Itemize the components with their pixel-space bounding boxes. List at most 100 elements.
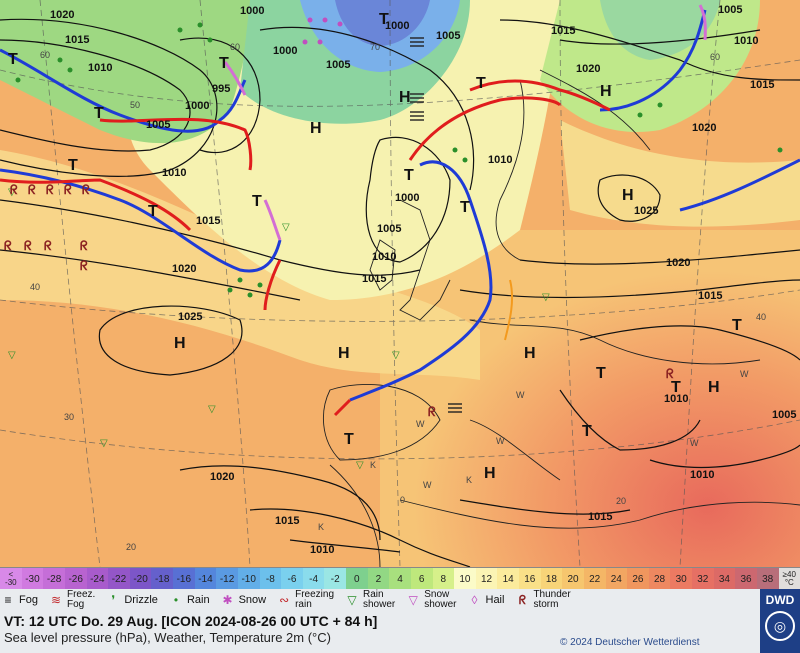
scale-cell: 2 [367,568,390,590]
map-canvas: 1020101510101005100099510001000100510001… [0,0,800,567]
isobar-label: 1005 [772,409,796,421]
scale-cell: -6 [281,568,303,590]
low-pressure-center: T [671,379,681,396]
legend-hail-label: Hail [485,594,505,606]
weather-map: 1020 1015 1010 1005 1000 995 1000 1000 1005 1000 1… [0,0,800,567]
legend-thunderstorm: ᖇ Thunder storm [514,590,571,610]
isobar-label: 1010 [690,469,714,481]
dwd-swirl-icon: ◎ [765,611,795,641]
low-pressure-center: T [582,423,592,440]
grid-label: 40 [30,282,40,292]
svg-text:▽: ▽ [542,292,550,303]
legend-freezing-fog-label: Freez. Fog [67,590,95,610]
legend-rain-shower-line1: Rain [363,589,384,600]
isobar-label: 1015 [362,273,386,285]
weather-symbols-fog [410,37,462,413]
isobar-label: 1020 [666,257,690,269]
isobar-label: 1010 [310,544,334,556]
legend-hail: ◊ Hail [467,593,505,607]
isobar-label: 1000 [240,5,264,17]
scale-cell: 6 [410,568,433,590]
legend-freezing-fog-line1: Freez. [66,589,96,600]
isobar-label: 1020 [576,63,600,75]
svg-text:ᖇ: ᖇ [666,366,674,381]
svg-text:▽: ▽ [356,460,364,471]
grid-label: 60 [230,42,240,52]
weather-symbols-rain [15,22,783,298]
grid-label: 30 [64,412,74,422]
trough-line [504,279,514,341]
legend-fog: ≡ Fog [0,593,38,607]
temperature-cold-center [335,0,430,46]
isobar-label: 1000 [385,20,409,32]
hail-icon: ◊ [471,593,478,607]
isobar-label: 1005 [326,59,350,71]
svg-text:▽: ▽ [208,404,216,415]
grid-label: 20 [126,542,136,552]
grid-label: W [496,436,505,446]
legend-thunder-line1: Thunder [533,589,571,600]
legend-rain-label: Rain [186,594,210,606]
svg-text:ᖇ: ᖇ [24,238,32,253]
high-pressure-center: H [484,465,496,482]
low-pressure-center: T [344,431,354,448]
isobar-label: 1010 [372,251,396,263]
isobar-label: 1025 [634,205,658,217]
isobar-label: 1020 [172,263,196,275]
legend-freezing-rain-line1: Freezing [295,589,334,600]
scale-cell: -24 [86,568,109,590]
isobar-label: 1020 [210,471,234,483]
svg-text:▽: ▽ [282,222,290,233]
svg-text:▽: ▽ [392,350,400,361]
scale-cell: 28 [648,568,671,590]
grid-label: K [466,475,472,485]
isobar-label: 1010 [88,62,112,74]
scale-cell: 20 [562,568,584,590]
isobar-label: 1020 [50,9,74,21]
copyright: © 2024 Deutscher Wetterdienst [560,637,700,648]
low-pressure-center: T [68,157,78,174]
grid-label: K [318,522,324,532]
svg-text:ᖇ: ᖇ [82,182,90,197]
svg-text:ᖇ: ᖇ [28,182,36,197]
svg-text:ᖇ: ᖇ [46,182,54,197]
high-pressure-center: H [708,379,720,396]
grid-label: W [516,390,525,400]
legend-freezing-rain-label: Freezing rain [295,590,334,610]
isobar-label: 1020 [692,122,716,134]
rain-shower-icon: ▽ [347,593,357,607]
isobar-label: 1005 [718,4,742,16]
isobar-label: 1010 [162,167,186,179]
legend-rain-shower-line2: shower [363,599,396,610]
isobar-label: 1015 [65,34,89,46]
scale-cell: 22 [583,568,606,590]
isobar-label: 1015 [196,215,220,227]
grid-label: W [416,419,425,429]
legend-fog-label: Fog [19,594,38,606]
weather-symbols-snow [302,17,343,45]
low-pressure-center: T [732,317,742,334]
grid-label: W [423,480,432,490]
isobar-label: 1000 [273,45,297,57]
snow-icon: ✱ [222,593,233,607]
temperature-band-scandinavia [600,0,720,60]
cold-fronts [0,9,800,402]
isobar-labels: 1020101510101005100099510001000100510001… [50,4,796,556]
grid-label: 50 [130,100,140,110]
svg-text:▽: ▽ [8,187,16,198]
scale-cell: -10 [237,568,260,590]
footer [0,611,800,653]
scale-cell: 14 [497,568,519,590]
high-pressure-center: H [622,187,634,204]
snow-shower-icon: ▽ [408,593,418,607]
svg-text:ᖇ: ᖇ [4,238,12,253]
legend-snow: ✱ Snow [220,593,267,607]
temperature-color-scale: < -30 -30 -28 -26 -24 -22 -20 -18 -16 -14 -12 -10 -8… [0,567,800,590]
freezing-rain-icon: ∾ [279,593,290,607]
legend-thunderstorm-label: Thunder storm [533,590,570,610]
drizzle-icon: ❜ [111,593,116,607]
isobar-label: 1010 [488,154,512,166]
scale-cell: 38 [756,568,779,590]
rain-icon: • [173,593,179,607]
isobar-label: 1010 [734,35,758,47]
